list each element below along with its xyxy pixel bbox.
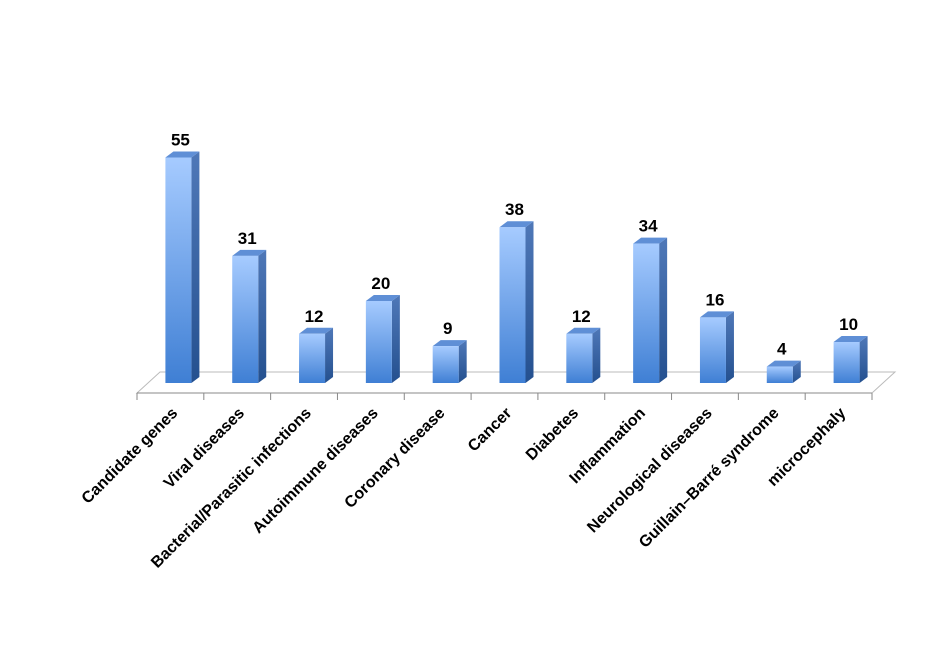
bar-side [659,237,668,383]
bar [432,340,467,383]
bar-front [699,317,726,383]
bar [165,151,200,383]
bar-front [299,333,326,383]
value-label: 9 [443,319,452,338]
value-label: 12 [572,307,591,326]
bar-front [766,366,793,383]
value-label: 31 [238,229,257,248]
bar-front [833,342,860,383]
bar-side [725,311,734,383]
bar-top [499,221,534,228]
value-label: 10 [839,315,858,334]
bar-top [232,249,267,256]
bar [365,295,400,383]
value-label: 20 [371,274,390,293]
bar-side [391,295,400,383]
bar-top [766,360,801,367]
bar-side [592,327,601,383]
bar-top [432,340,467,347]
bar-front [365,301,392,383]
bar-front [232,255,259,383]
bar-top [633,237,668,244]
bar [299,327,334,383]
bar-front [165,157,192,383]
bar [699,311,734,383]
bar [499,221,534,383]
bar-side [191,151,200,383]
bar [766,360,801,383]
bar-front [566,333,593,383]
value-label: 55 [171,131,190,150]
bar-top [833,336,868,342]
value-label: 12 [305,307,324,326]
bar-front [432,346,459,383]
bar [833,336,868,383]
x-tick-label: Cancer [465,405,515,455]
bar [633,237,668,383]
value-label: 16 [705,290,724,309]
bar-side [792,360,801,383]
bar [566,327,601,383]
bar-side [525,221,534,383]
x-tick-label: Guillain–Barré syndrome [636,405,783,552]
x-tick-label: Autoimmune diseases [250,405,382,537]
bar-top [699,311,734,318]
value-label: 38 [505,200,524,219]
x-tick-label: Diabetes [523,405,582,464]
value-label: 34 [639,217,658,236]
bar-top [365,295,400,301]
bar-side [258,249,267,383]
bar-top [165,151,200,158]
bar-side [859,336,868,383]
value-label: 4 [777,340,787,359]
bar [232,249,267,383]
bar-front [499,227,526,383]
bar-top [299,327,334,334]
bar-side [458,340,467,383]
x-tick-label: Neurological diseases [584,405,716,537]
x-tick-label: Candidate genes [79,405,182,508]
bar-side [325,327,334,383]
bar-top [566,327,601,334]
bar-front [633,243,660,383]
